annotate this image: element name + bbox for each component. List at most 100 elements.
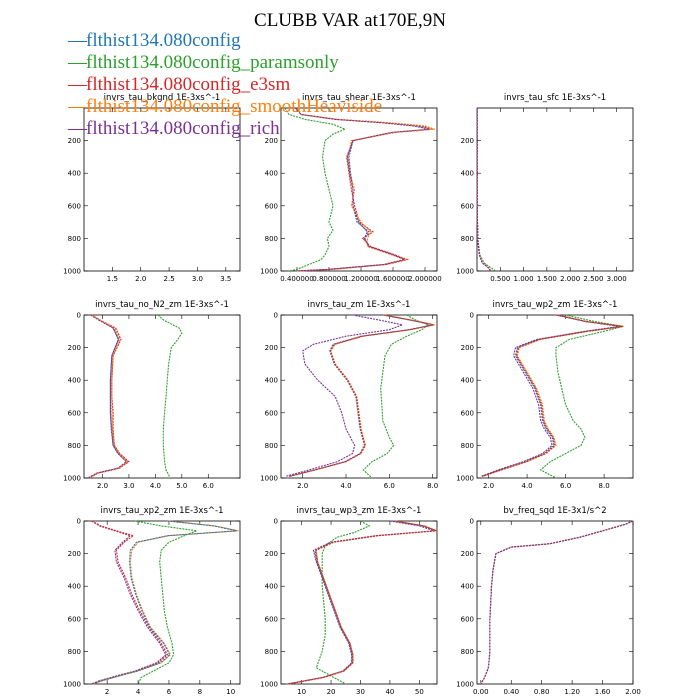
series-line <box>289 314 435 477</box>
x-tick-label: 4.0 <box>150 482 161 490</box>
x-tick-label: 1.500 <box>537 275 557 283</box>
plot-frame <box>476 314 634 479</box>
plot-title: invrs_tau_zm 1E-3xs^-1 <box>308 300 411 310</box>
y-tick-label: 1000 <box>456 475 474 483</box>
x-tick-label: 2.0 <box>483 482 494 490</box>
plot-title: invrs_tau_wp2_zm 1E-3xs^-1 <box>493 300 618 310</box>
legend-item: —flthist134.080config <box>68 30 382 52</box>
legend-dash-icon: — <box>68 96 87 117</box>
plot-frame <box>83 107 241 272</box>
x-tick-label: 1.200000 <box>344 275 377 283</box>
plot-title: invrs_tau_xp2_zm 1E-3xs^-1 <box>101 506 224 516</box>
legend-label: flthist134.080config_e3sm <box>86 74 291 95</box>
x-tick-label: 4.0 <box>340 482 351 490</box>
x-tick-label: 0.400000 <box>280 275 313 283</box>
x-tick-label: 3.5 <box>220 275 231 283</box>
plot-title: invrs_tau_wp3_zm 1E-3xs^-1 <box>297 506 422 516</box>
y-tick-label: 1000 <box>456 268 474 276</box>
y-tick-label: 800 <box>461 648 474 656</box>
y-tick-label: 400 <box>265 377 278 385</box>
x-tick-label: 10 <box>297 688 306 696</box>
series-line <box>284 107 347 272</box>
plot-title: invrs_tau_bkgnd 1E-3xs^-1 <box>104 93 221 103</box>
series-line <box>134 520 199 685</box>
series-line <box>91 520 169 685</box>
y-tick-label: 200 <box>68 550 81 558</box>
series-line <box>482 314 624 477</box>
y-tick-label: 600 <box>68 202 81 210</box>
y-tick-label: 400 <box>461 170 474 178</box>
legend-dash-icon: — <box>68 30 87 51</box>
legend-item: —flthist134.080config_rich <box>68 118 382 140</box>
legend-label: flthist134.080config_smoothHeaviside <box>86 96 383 117</box>
plot-title: invrs_tau_sfc 1E-3xs^-1 <box>504 93 606 103</box>
y-tick-label: 600 <box>461 409 474 417</box>
y-tick-label: 1000 <box>63 475 81 483</box>
x-tick-label: 6 <box>167 688 172 696</box>
series-line <box>289 314 434 477</box>
x-tick-label: 3.0 <box>123 482 134 490</box>
series-line <box>480 314 620 477</box>
x-tick-label: 1.600000 <box>376 275 409 283</box>
y-tick-label: 400 <box>68 377 81 385</box>
x-tick-label: 8.0 <box>599 482 610 490</box>
plot-frame <box>280 314 438 479</box>
y-tick-label: 200 <box>68 344 81 352</box>
x-tick-label: 40 <box>385 688 394 696</box>
series-line <box>287 520 436 685</box>
y-tick-label: 0 <box>274 312 278 320</box>
y-tick-label: 1000 <box>456 681 474 689</box>
series-line <box>288 520 437 685</box>
y-tick-label: 0 <box>77 518 81 526</box>
series-line <box>296 107 435 272</box>
legend-dash-icon: — <box>68 74 87 95</box>
x-tick-label: 6.0 <box>560 482 571 490</box>
legend-label: flthist134.080config_paramsonly <box>86 52 339 73</box>
plot-frame <box>476 107 634 272</box>
x-tick-label: 6.0 <box>384 482 395 490</box>
legend-dash-icon: — <box>68 118 87 139</box>
x-tick-label: 3.0 <box>192 275 203 283</box>
y-tick-label: 600 <box>461 615 474 623</box>
y-tick-label: 1000 <box>260 475 278 483</box>
x-tick-label: 1.20 <box>564 688 580 696</box>
x-tick-label: 2.0 <box>97 482 108 490</box>
x-tick-label: 1.60 <box>595 688 611 696</box>
figure-title: CLUBB VAR at170E,9N <box>254 10 446 31</box>
x-tick-label: 8.0 <box>427 482 438 490</box>
x-tick-label: 2.00 <box>625 688 641 696</box>
x-tick-label: 20 <box>327 688 336 696</box>
y-tick-label: 0 <box>470 312 474 320</box>
x-tick-label: 6.0 <box>203 482 214 490</box>
y-tick-label: 800 <box>68 235 81 243</box>
y-tick-label: 200 <box>461 137 474 145</box>
x-tick-label: 2.0 <box>297 482 308 490</box>
y-tick-label: 1000 <box>63 268 81 276</box>
y-tick-label: 400 <box>265 170 278 178</box>
series-line <box>87 314 128 479</box>
y-tick-label: 400 <box>68 170 81 178</box>
y-tick-label: 800 <box>68 648 81 656</box>
legend-item: —flthist134.080config_paramsonly <box>68 52 382 74</box>
x-tick-label: 4.0 <box>522 482 533 490</box>
y-tick-label: 800 <box>265 442 278 450</box>
plot-frame <box>280 520 438 685</box>
series-line <box>89 314 129 479</box>
series-line <box>157 314 183 479</box>
series-line <box>480 520 634 685</box>
x-tick-label: 30 <box>356 688 365 696</box>
x-tick-label: 0.00 <box>473 688 489 696</box>
y-tick-label: 1000 <box>260 681 278 689</box>
series-line <box>294 107 430 272</box>
legend-dash-icon: — <box>68 52 87 73</box>
y-tick-label: 400 <box>461 583 474 591</box>
y-tick-label: 800 <box>265 235 278 243</box>
legend-label: flthist134.080config <box>86 30 241 51</box>
x-tick-label: 0.80 <box>534 688 550 696</box>
x-tick-label: 5.0 <box>176 482 187 490</box>
legend-item: —flthist134.080config_e3sm <box>68 74 382 96</box>
x-tick-label: 50 <box>415 688 424 696</box>
x-tick-label: 4 <box>136 688 141 696</box>
series-line <box>93 520 239 685</box>
